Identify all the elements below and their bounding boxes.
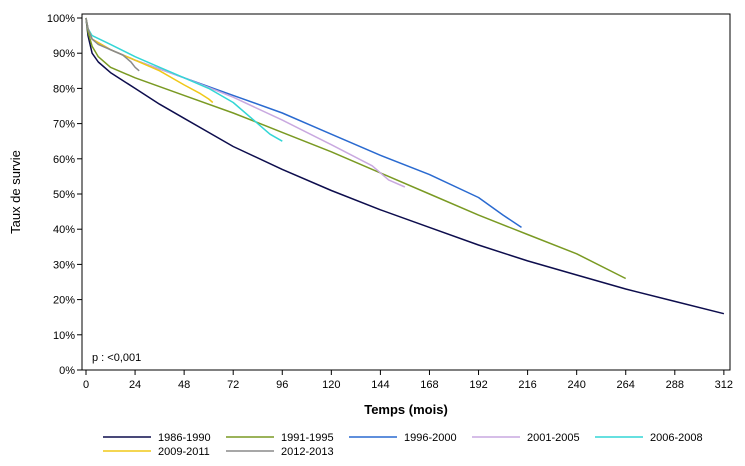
x-tick-label: 192 bbox=[469, 379, 487, 391]
series-line-2001-2005 bbox=[85, 17, 406, 188]
y-tick-label: 100% bbox=[47, 13, 75, 25]
x-tick-label: 168 bbox=[420, 379, 438, 391]
y-tick-label: 90% bbox=[53, 48, 75, 60]
series-line-1991-1995 bbox=[85, 17, 627, 280]
x-tick-label: 72 bbox=[227, 379, 239, 391]
legend-label: 1996-2000 bbox=[404, 432, 457, 444]
x-tick-label: 288 bbox=[666, 379, 684, 391]
x-tick-label: 24 bbox=[129, 379, 141, 391]
y-tick-label: 40% bbox=[53, 224, 75, 236]
legend-label: 2012-2013 bbox=[281, 446, 334, 458]
legend-label: 2009-2011 bbox=[158, 446, 210, 458]
y-tick-label: 10% bbox=[53, 330, 75, 342]
legend-label: 1986-1990 bbox=[158, 432, 211, 444]
y-tick-label: 0% bbox=[59, 365, 75, 377]
legend-label: 2006-2008 bbox=[650, 432, 703, 444]
x-tick-label: 312 bbox=[715, 379, 733, 391]
y-tick-label: 30% bbox=[53, 259, 75, 271]
y-tick-label: 60% bbox=[53, 154, 75, 166]
series-line-2009-2011 bbox=[85, 17, 214, 104]
x-tick-label: 216 bbox=[518, 379, 536, 391]
x-tick-label: 120 bbox=[322, 379, 340, 391]
series-line-2006-2008 bbox=[85, 17, 283, 142]
y-tick-label: 20% bbox=[53, 295, 75, 307]
x-tick-label: 240 bbox=[567, 379, 585, 391]
plot-frame bbox=[81, 13, 731, 371]
series-line-1986-1990 bbox=[85, 17, 725, 315]
legend-label: 2001-2005 bbox=[527, 432, 580, 444]
plot-area: 0% 10% 20% 30% 40% 50% 60% 70% 80% 90% 100% 0 24 48 72… bbox=[8, 13, 733, 417]
x-axis-title: Temps (mois) bbox=[364, 402, 448, 417]
y-tick-label: 70% bbox=[53, 119, 75, 131]
legend: 1986-1990 1991-1995 1996-2000 2001-2005 2006… bbox=[103, 432, 703, 458]
y-tick-label: 50% bbox=[53, 189, 75, 201]
series-line-1996-2000 bbox=[85, 17, 522, 229]
x-tick-label: 264 bbox=[617, 379, 635, 391]
legend-label: 1991-1995 bbox=[281, 432, 334, 444]
x-tick-label: 48 bbox=[178, 379, 190, 391]
x-tick-label: 96 bbox=[276, 379, 288, 391]
x-tick-label: 0 bbox=[83, 379, 89, 391]
y-axis-title: Taux de survie bbox=[8, 150, 23, 234]
p-value-annotation: p : <0,001 bbox=[92, 352, 141, 364]
y-tick-label: 80% bbox=[53, 83, 75, 95]
series-line-2012-2013 bbox=[85, 17, 140, 72]
x-tick-label: 144 bbox=[371, 379, 389, 391]
